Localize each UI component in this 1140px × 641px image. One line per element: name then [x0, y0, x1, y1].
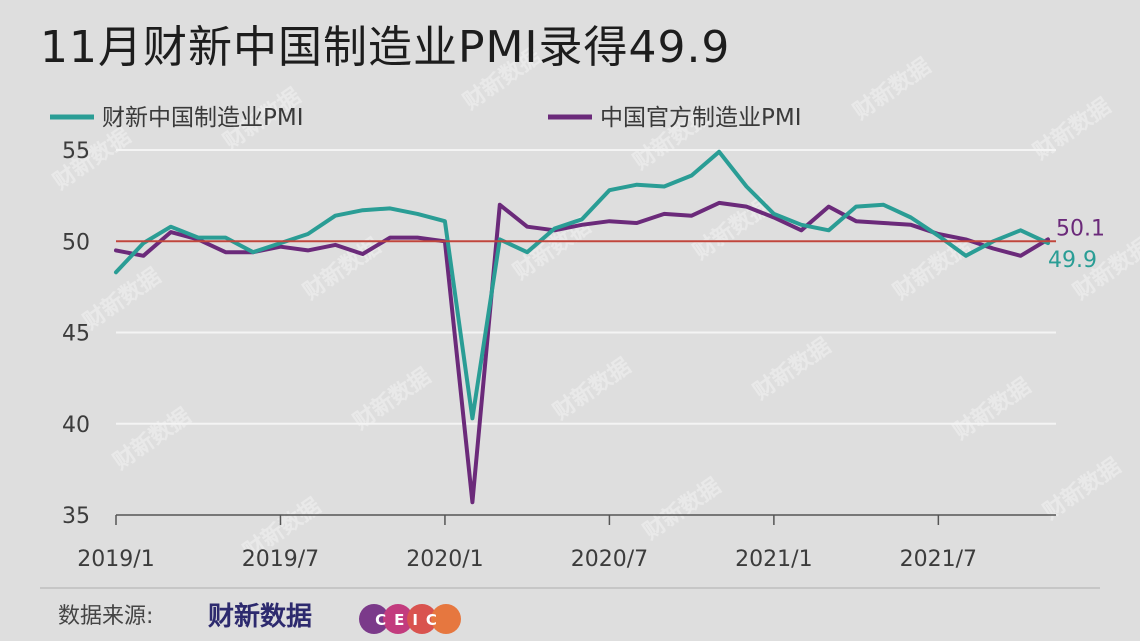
watermark-text: 财新数据	[1039, 453, 1126, 525]
axes: 35 40 45 50 55 2019/1 2019/7 2020/1 2020/7 2021/1…	[62, 139, 1056, 572]
chart-title: 11月财新中国制造业PMI录得49.9	[40, 22, 730, 73]
legend-label-caixin: 财新中国制造业PMI	[102, 105, 304, 131]
legend-item-caixin: 财新中国制造业PMI	[50, 105, 304, 131]
y-tick-label: 55	[62, 139, 90, 164]
watermark-text: 财新数据	[299, 233, 386, 305]
y-tick-label: 35	[62, 504, 90, 529]
watermark-text: 财新数据	[639, 473, 726, 545]
series-line-official	[114, 200, 1050, 505]
source-footer: 数据来源: 财新数据 CEIC	[58, 601, 461, 634]
x-tick-label: 2019/1	[77, 547, 154, 572]
y-tick-label: 40	[62, 413, 90, 438]
watermark-text: 财新数据	[79, 263, 166, 335]
legend-label-official: 中国官方制造业PMI	[600, 105, 802, 131]
series-layer	[114, 149, 1056, 505]
watermark-text: 财新数据	[749, 333, 836, 405]
x-tick-label: 2021/1	[735, 547, 812, 572]
end-label-official: 50.1	[1056, 216, 1105, 241]
x-tick-label: 2021/7	[900, 547, 977, 572]
watermark-text: 财新数据	[889, 233, 976, 305]
x-tick-label: 2019/7	[242, 547, 319, 572]
source-label: 数据来源:	[58, 604, 153, 629]
ceic-logo-text: CEIC	[375, 611, 445, 629]
label-layer: 50.1 49.9	[1048, 216, 1105, 273]
watermark-text: 财新数据	[1029, 93, 1116, 165]
watermark-text: 财新数据	[549, 353, 636, 425]
end-label-caixin: 49.9	[1048, 248, 1097, 273]
watermark-text: 财新数据	[949, 373, 1036, 445]
legend: 财新中国制造业PMI 中国官方制造业PMI	[50, 105, 802, 131]
legend-item-official: 中国官方制造业PMI	[548, 105, 802, 131]
caixin-data-logo: 财新数据	[208, 601, 312, 632]
y-tick-label: 50	[62, 230, 90, 255]
y-tick-label: 45	[62, 322, 90, 347]
series-line-caixin	[114, 149, 1050, 421]
x-tick-label: 2020/1	[406, 547, 483, 572]
x-tick-label: 2020/7	[571, 547, 648, 572]
watermark-text: 财新数据	[109, 403, 196, 475]
watermark-text: 财新数据	[849, 53, 936, 125]
ceic-logo: CEIC	[359, 604, 461, 634]
